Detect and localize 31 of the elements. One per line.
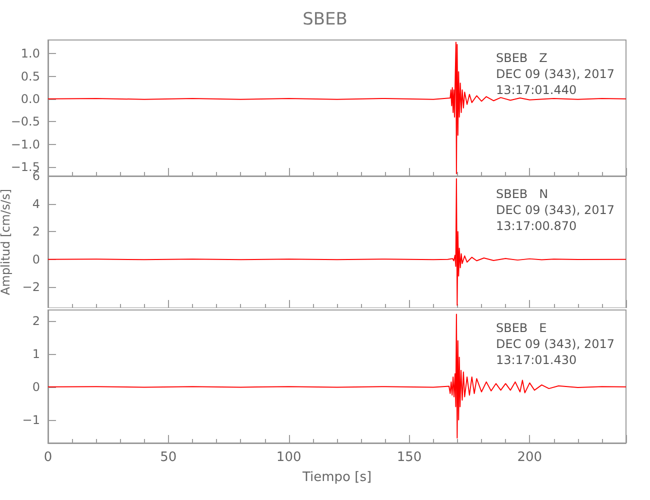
y-tick-label: 2 <box>32 224 40 239</box>
annotation: DEC 09 (343), 2017 <box>496 203 615 217</box>
y-tick-label: 4 <box>32 196 40 211</box>
y-tick-label: 0 <box>32 252 40 266</box>
y-tick-label: 0.0 <box>20 92 40 106</box>
x-tick-label: 200 <box>517 450 542 465</box>
x-axis-title: Tiempo [s] <box>301 470 372 485</box>
line-series <box>48 314 626 439</box>
x-tick-label: 0 <box>44 450 52 465</box>
y-tick-label: −1.0 <box>10 137 40 152</box>
annotation: 13:17:01.430 <box>496 353 577 367</box>
x-tick-label: 50 <box>160 450 177 465</box>
y-tick-label: −0.5 <box>10 114 40 129</box>
y-tick-label: −2 <box>22 280 40 294</box>
y-tick-label: 2 <box>32 314 40 328</box>
y-tick-label: 1.0 <box>20 46 40 61</box>
y-tick-label: 1 <box>32 346 40 361</box>
annotation: DEC 09 (343), 2017 <box>496 337 615 351</box>
annotation: SBEB N <box>496 187 548 201</box>
y-tick-label: −1 <box>22 412 40 427</box>
y-tick-label: 0 <box>32 380 40 394</box>
annotation: 13:17:01.440 <box>496 83 577 97</box>
x-tick-label: 150 <box>396 450 422 465</box>
chart-title: SBEB <box>302 10 348 30</box>
annotation: SBEB E <box>496 321 547 335</box>
annotation: 13:17:00.870 <box>496 219 577 233</box>
annotation: DEC 09 (343), 2017 <box>496 67 615 81</box>
annotation: SBEB Z <box>496 51 548 65</box>
y-axis-title: Amplitud [cm/s/s] <box>0 188 12 296</box>
y-tick-label: 0.5 <box>20 69 40 84</box>
x-tick-label: 100 <box>276 450 302 465</box>
